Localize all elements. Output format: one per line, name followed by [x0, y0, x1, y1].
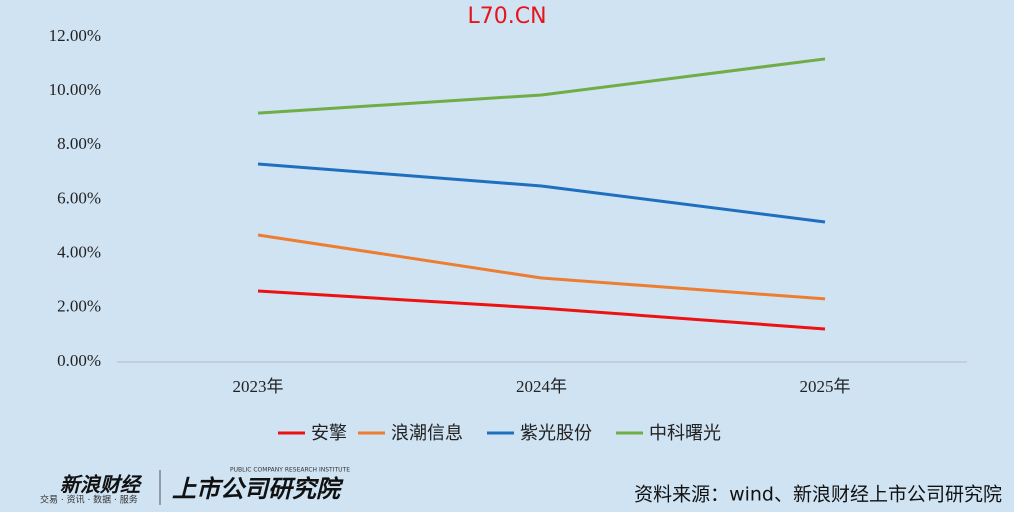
series-line	[257, 57, 826, 115]
footer-institute-en: PUBLIC COMPANY RESEARCH INSTITUTE	[230, 467, 350, 474]
y-tick-label: 0.00%	[57, 351, 101, 370]
footer-logo-sub: 交易 · 资讯 · 数据 · 服务	[40, 494, 138, 506]
y-tick-label: 10.00%	[49, 80, 101, 99]
x-tick-label: 2024年	[516, 377, 567, 396]
legend-label: 紫光股份	[520, 423, 592, 444]
footer-institute: 上市公司研究院	[172, 475, 344, 503]
y-tick-label: 8.00%	[57, 134, 101, 153]
y-tick-label: 4.00%	[57, 243, 101, 262]
y-tick-label: 6.00%	[57, 188, 101, 207]
legend-label: 安擎	[311, 423, 347, 444]
series-line	[257, 233, 826, 301]
y-tick-label: 12.00%	[49, 26, 101, 45]
legend-label: 中科曙光	[649, 423, 721, 444]
footer-logo: 新浪财经	[60, 473, 143, 497]
source-note: 资料来源：wind、新浪财经上市公司研究院	[634, 484, 1002, 506]
series-line	[257, 162, 826, 224]
legend-label: 浪潮信息	[391, 423, 463, 444]
y-tick-label: 2.00%	[57, 297, 101, 316]
x-tick-label: 2025年	[800, 377, 851, 396]
series-line	[257, 289, 826, 331]
x-tick-label: 2023年	[233, 377, 284, 396]
chart-title: L70.CN	[467, 4, 546, 29]
